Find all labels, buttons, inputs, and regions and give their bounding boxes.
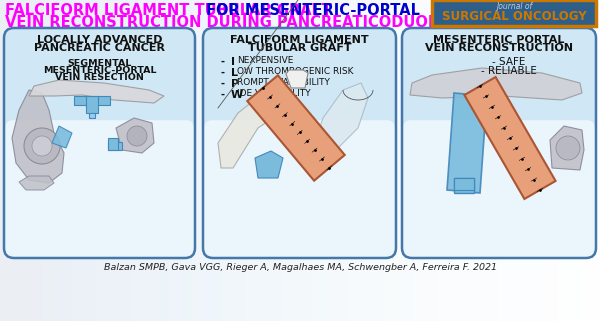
Polygon shape (454, 178, 474, 190)
Polygon shape (52, 126, 72, 148)
Text: MESENTERIC-PORTAL: MESENTERIC-PORTAL (43, 66, 156, 75)
Polygon shape (410, 68, 582, 100)
Polygon shape (286, 70, 308, 88)
Text: PANCREATIC CANCER: PANCREATIC CANCER (34, 43, 165, 53)
Polygon shape (116, 118, 154, 153)
Text: P: P (231, 79, 239, 89)
Text: Balzan SMPB, Gava VGG, Rieger A, Magalhaes MA, Schwengber A, Ferreira F. 2021: Balzan SMPB, Gava VGG, Rieger A, Magalha… (104, 263, 497, 272)
FancyBboxPatch shape (5, 29, 194, 257)
Text: ROMPT AVAILABILITY: ROMPT AVAILABILITY (237, 78, 330, 87)
Text: MESENTERIC PORTAL: MESENTERIC PORTAL (433, 35, 565, 45)
Text: -: - (221, 57, 229, 67)
FancyBboxPatch shape (403, 120, 595, 257)
Text: VEIN RECONSTRUCTION DURING PANCREATICODUODENECTOMY: VEIN RECONSTRUCTION DURING PANCREATICODU… (5, 15, 531, 30)
Text: Journal of: Journal of (496, 2, 532, 11)
Polygon shape (218, 93, 278, 168)
Text: TUBULAR GRAFT: TUBULAR GRAFT (248, 43, 352, 53)
Polygon shape (247, 75, 345, 181)
Polygon shape (89, 113, 95, 118)
Circle shape (24, 128, 60, 164)
Polygon shape (550, 126, 584, 170)
Text: FALCIFORM LIGAMENT: FALCIFORM LIGAMENT (230, 35, 369, 45)
Text: LOCALLY ADVANCED: LOCALLY ADVANCED (37, 35, 162, 45)
Text: FALCIFORM LIGAMENT TUBULAR GRAFT: FALCIFORM LIGAMENT TUBULAR GRAFT (5, 3, 337, 18)
Polygon shape (86, 96, 98, 113)
Text: -: - (221, 90, 229, 100)
Text: SURGICAL ONCOLOGY: SURGICAL ONCOLOGY (442, 10, 586, 23)
FancyBboxPatch shape (403, 29, 595, 257)
Text: VEIN RESECTION: VEIN RESECTION (55, 73, 144, 82)
FancyBboxPatch shape (204, 29, 395, 257)
Circle shape (32, 136, 52, 156)
Text: L: L (231, 68, 238, 78)
Polygon shape (108, 138, 118, 150)
Polygon shape (19, 176, 54, 190)
Polygon shape (29, 80, 164, 103)
FancyBboxPatch shape (204, 120, 395, 257)
Text: -: - (221, 68, 229, 78)
Polygon shape (313, 83, 368, 158)
Text: -: - (221, 79, 229, 89)
Polygon shape (74, 96, 110, 105)
Text: - SAFE: - SAFE (493, 57, 526, 67)
Polygon shape (454, 178, 474, 193)
Text: - RELIABLE: - RELIABLE (481, 66, 537, 76)
Polygon shape (447, 93, 487, 193)
Text: NEXPENSIVE: NEXPENSIVE (237, 56, 293, 65)
Text: VEIN RECONSTRUCTION: VEIN RECONSTRUCTION (425, 43, 573, 53)
Polygon shape (108, 142, 122, 150)
Polygon shape (464, 77, 556, 199)
Circle shape (556, 136, 580, 160)
Text: IDE VERSATILITY: IDE VERSATILITY (237, 89, 311, 98)
Text: FOR MESENTERIC-PORTAL: FOR MESENTERIC-PORTAL (206, 3, 420, 18)
FancyBboxPatch shape (5, 120, 194, 257)
FancyBboxPatch shape (432, 0, 596, 26)
Circle shape (127, 126, 147, 146)
Text: SEGMENTAL: SEGMENTAL (67, 59, 131, 68)
Text: I: I (231, 57, 235, 67)
Polygon shape (12, 90, 64, 183)
Text: W: W (231, 90, 243, 100)
Polygon shape (255, 151, 283, 178)
Text: OW THROMBOGENIC RISK: OW THROMBOGENIC RISK (237, 67, 353, 76)
